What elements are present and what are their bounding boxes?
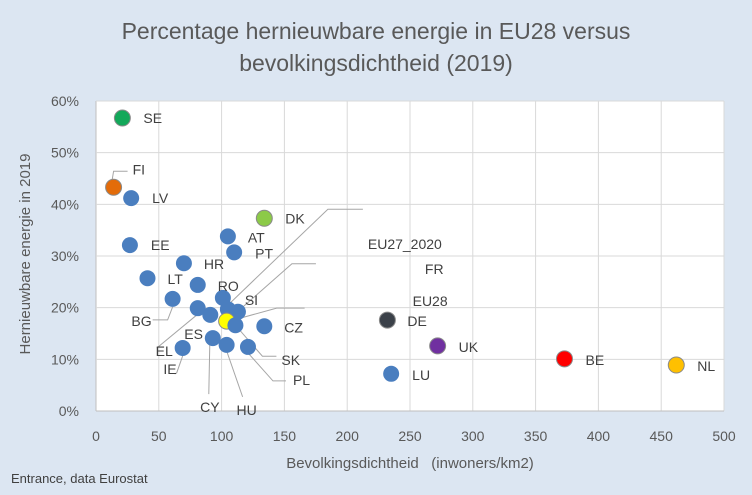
data-label-hr: HR [204, 256, 224, 272]
y-axis-title: Hernieuwbare energie in 2019 [17, 154, 34, 355]
data-point-lu[interactable] [383, 365, 400, 382]
data-label-fr: FR [425, 261, 444, 277]
leader-line [241, 263, 316, 309]
data-point-hr[interactable] [175, 255, 192, 272]
data-label-de: DE [407, 313, 426, 329]
data-point-bg[interactable] [164, 290, 181, 307]
leader-line [235, 324, 277, 357]
data-label-fi: FI [133, 161, 145, 177]
leader-line [152, 306, 174, 321]
data-point-pl[interactable] [239, 338, 256, 355]
leader-line [229, 307, 305, 322]
data-point-cy[interactable] [204, 330, 221, 347]
x-tick-label: 400 [587, 428, 611, 444]
data-point-at[interactable] [219, 228, 236, 245]
x-tick-label: 200 [336, 428, 360, 444]
y-tick-label: 50% [51, 145, 79, 161]
data-point-fr[interactable] [229, 303, 246, 320]
data-point-be[interactable] [555, 350, 573, 368]
data-point-dk[interactable] [255, 209, 273, 227]
data-point-hu[interactable] [218, 336, 235, 353]
data-label-nl: NL [697, 358, 715, 374]
y-tick-label: 40% [51, 196, 79, 212]
data-point-ro[interactable] [189, 276, 206, 293]
data-label-pt: PT [255, 245, 273, 261]
leader-line [229, 208, 363, 304]
x-axis-title: Bevolkingsdichtheid (inwoners/km2) [286, 455, 534, 472]
x-tick-label: 0 [92, 428, 100, 444]
x-tick-label: 350 [524, 428, 548, 444]
data-point-es[interactable] [202, 306, 219, 323]
data-point-ie[interactable] [174, 339, 191, 356]
data-label-bg: BG [131, 313, 151, 329]
y-tick-label: 0% [59, 403, 79, 419]
data-label-lv: LV [152, 190, 169, 206]
data-label-ie: IE [163, 361, 176, 377]
data-label-hu: HU [237, 402, 257, 418]
data-point-el[interactable] [189, 300, 206, 317]
data-label-at: AT [248, 229, 265, 245]
x-tick-label: 100 [210, 428, 234, 444]
data-label-uk: UK [459, 339, 479, 355]
data-point-de[interactable] [378, 311, 396, 329]
data-label-el: EL [156, 343, 173, 359]
chart-title-line-1: Percentage hernieuwbare energie in EU28 … [121, 18, 631, 44]
x-tick-label: 150 [273, 428, 297, 444]
x-tick-label: 250 [398, 428, 422, 444]
data-point-ee[interactable] [121, 237, 138, 254]
data-label-pl: PL [293, 372, 310, 388]
data-label-cz: CZ [284, 319, 303, 335]
data-label-es: ES [184, 326, 203, 342]
x-tick-label: 50 [151, 428, 167, 444]
data-point-cz[interactable] [256, 318, 273, 335]
data-points [105, 109, 685, 382]
x-tick-label: 300 [461, 428, 485, 444]
data-point-uk[interactable] [429, 337, 447, 355]
data-label-lt: LT [167, 271, 183, 287]
leader-lines [111, 170, 363, 398]
leader-line [156, 313, 199, 349]
leader-line [208, 343, 211, 395]
chart-title-line-2: bevolkingsdichtheid (2019) [239, 50, 513, 76]
y-tick-label: 20% [51, 300, 79, 316]
data-point-pt[interactable] [226, 244, 243, 261]
source-note: Entrance, data Eurostat [11, 471, 148, 486]
y-tick-label: 10% [51, 351, 79, 367]
data-point-lt[interactable] [139, 270, 156, 287]
tick-labels: 0 50 100 150 200 250 300 350 400 450 500 0% 10% 20% 30… [51, 93, 736, 444]
leader-line [247, 352, 286, 382]
data-point-sk[interactable] [227, 317, 244, 334]
data-label-sk: SK [281, 352, 300, 368]
data-label-be: BE [585, 352, 604, 368]
y-tick-label: 30% [51, 248, 79, 264]
leader-line [174, 355, 184, 375]
data-label-eu28: EU28 [413, 293, 448, 309]
data-label-ee: EE [151, 237, 170, 253]
leader-line [226, 350, 244, 398]
data-point-nl[interactable] [667, 356, 685, 374]
data-label-ro: RO [218, 278, 239, 294]
x-tick-label: 500 [712, 428, 736, 444]
data-label-se: SE [143, 110, 162, 126]
data-point-lv[interactable] [123, 190, 140, 207]
data-label-eu27_2020: EU27_2020 [368, 236, 442, 252]
data-label-si: SI [245, 292, 258, 308]
data-label-cy: CY [200, 399, 220, 415]
y-tick-label: 60% [51, 93, 79, 109]
data-label-dk: DK [285, 210, 305, 226]
data-point-fi[interactable] [105, 178, 123, 196]
x-tick-label: 450 [650, 428, 674, 444]
data-label-lu: LU [412, 367, 430, 383]
data-point-se[interactable] [113, 109, 131, 127]
gridlines [95, 100, 725, 412]
